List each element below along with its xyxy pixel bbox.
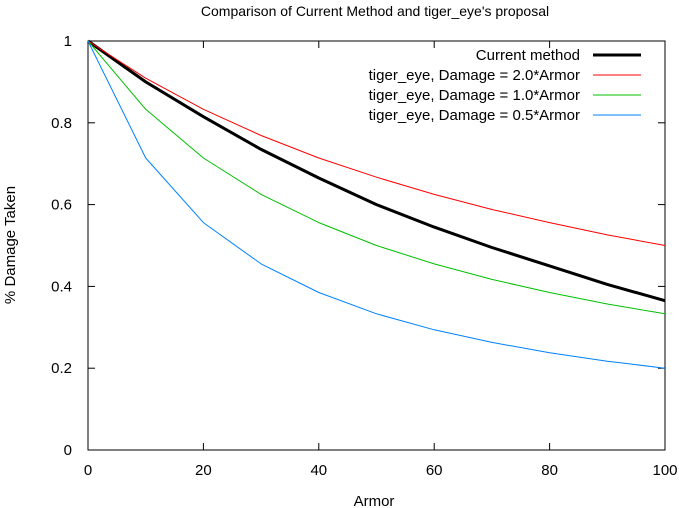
x-axis-label: Armor <box>354 493 395 508</box>
y-tick-label: 1 <box>64 33 72 50</box>
y-tick-label: 0.2 <box>51 360 72 377</box>
series-line-3 <box>87 40 666 315</box>
legend-label-3: tiger_eye, Damage = 1.0*Armor <box>369 87 580 104</box>
x-tick-label: 80 <box>541 462 558 479</box>
series-line-4 <box>87 40 666 369</box>
x-tick-label: 60 <box>426 462 443 479</box>
legend: Current method tiger_eye, Damage = 2.0*Ar… <box>369 47 641 124</box>
x-tick-label: 20 <box>195 462 212 479</box>
y-axis-label: % Damage Taken <box>2 186 19 304</box>
series-line-2 <box>87 40 666 246</box>
y-tick-label: 0 <box>64 442 72 459</box>
x-tick-label: 100 <box>652 462 677 479</box>
series-line-1 <box>87 39 666 303</box>
legend-label-1: Current method <box>476 47 580 64</box>
chart-title: Comparison of Current Method and tiger_e… <box>201 3 549 19</box>
y-tick-label: 0.6 <box>51 197 72 214</box>
legend-label-2: tiger_eye, Damage = 2.0*Armor <box>369 67 580 84</box>
y-tick-label: 0.4 <box>51 278 72 295</box>
x-tick-label: 40 <box>310 462 327 479</box>
legend-label-4: tiger_eye, Damage = 0.5*Armor <box>369 107 580 124</box>
x-tick-label: 0 <box>84 462 92 479</box>
y-tick-label: 0.8 <box>51 115 72 132</box>
